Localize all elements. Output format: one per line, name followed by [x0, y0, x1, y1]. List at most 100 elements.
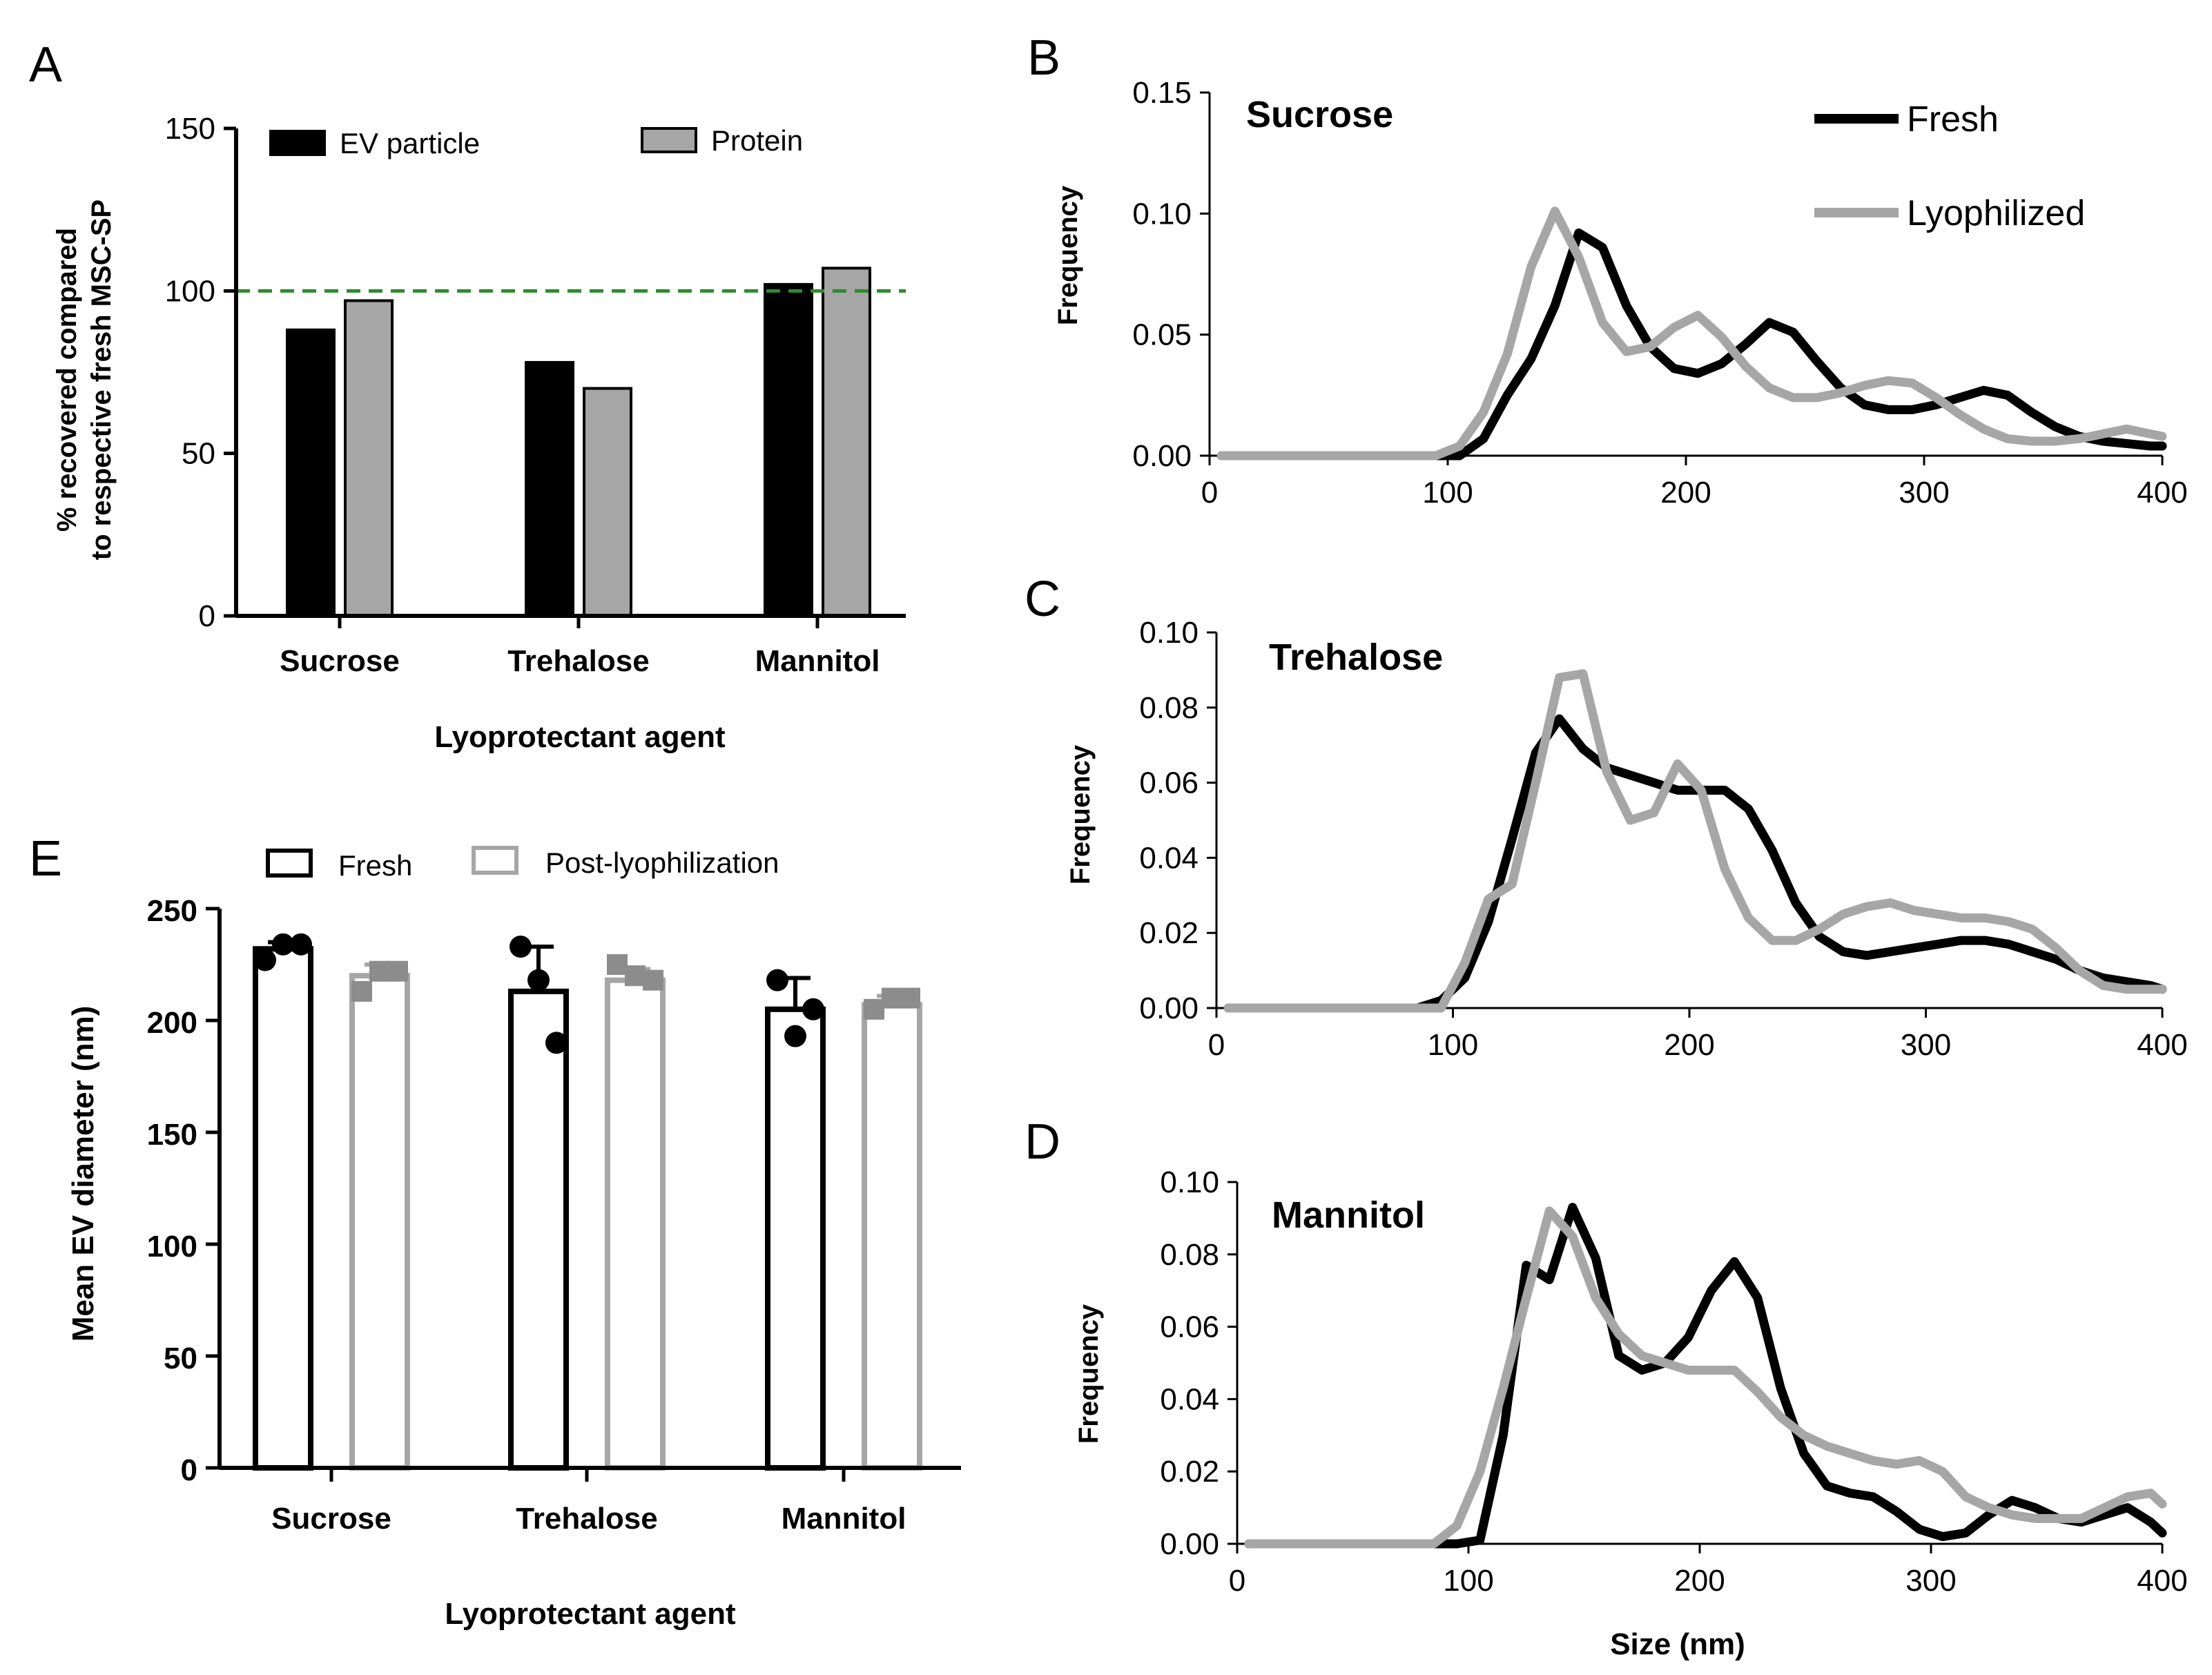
legend-swatch-protein	[641, 127, 697, 153]
x-tick-label: 300	[1905, 1564, 1956, 1598]
bar-post-lyophilization-mannitol	[862, 1002, 922, 1471]
data-point-post-lyophilization-mannitol	[882, 987, 902, 1009]
x-tick-label: 200	[1660, 476, 1711, 510]
bar-protein-mannitol	[822, 267, 871, 617]
y-tick-label: 150	[147, 1118, 197, 1152]
panel-letter-c: C	[1025, 572, 1060, 627]
y-tick-label: 0.08	[1139, 691, 1199, 725]
data-point-fresh-trehalose	[527, 969, 550, 991]
data-point-fresh-mannitol	[766, 969, 788, 991]
x-tick-label: Sucrose	[280, 644, 400, 678]
x-tick-label: 0	[1208, 1028, 1225, 1062]
plot-area-e: 0 50 100 150 200 250 Sucrose Trehalose Mannitol	[147, 894, 961, 1536]
x-tick-label: 100	[1422, 476, 1473, 510]
y-tick-label: 100	[147, 1230, 197, 1263]
x-tick-label: Trehalose	[516, 1502, 657, 1536]
series-line-lyophilized	[1216, 206, 2167, 461]
bar-ev-particle-mannitol	[764, 282, 813, 617]
data-point-post-lyophilization-mannitol	[864, 998, 884, 1020]
y-tick-label: 0.04	[1139, 841, 1199, 875]
data-point-post-lyophilization-sucrose	[351, 980, 372, 1002]
panel-title-d: Mannitol	[1272, 1194, 1425, 1236]
bar-post-lyophilization-trehalose	[605, 977, 666, 1471]
y-tick-label: 50	[182, 437, 215, 471]
y-tick-label: 0.02	[1139, 916, 1199, 950]
x-axis-label-e: Lyoprotectant agent	[445, 1597, 736, 1631]
y-tick-label: 250	[147, 894, 197, 928]
plot-area-a: 0 50 100 150 Sucrose Trehalose Mannitol	[165, 112, 906, 678]
plot-area-c: 0 100 200 300 400 0.00 0.02 0.04 0.06 0.08 0.10	[1139, 616, 2187, 1062]
x-tick-label: 0	[1229, 1564, 1245, 1598]
x-tick-label: 400	[2137, 476, 2187, 510]
y-tick-label: 0.04	[1160, 1382, 1219, 1416]
legend-label-fresh-e: Fresh	[338, 849, 412, 882]
x-tick-label: Trehalose	[507, 644, 649, 678]
x-axis-label-a: Lyoprotectant agent	[434, 720, 726, 754]
y-axis-label-c: Frequency	[1065, 744, 1096, 884]
series-line-fresh	[1223, 714, 2167, 1013]
legend-b: Fresh Lyophilized	[1814, 99, 2085, 233]
y-axis-label-a-line2: to respective fresh MSC-SP	[86, 200, 117, 560]
panel-title-b: Sucrose	[1246, 94, 1393, 135]
x-tick-label: 400	[2137, 1564, 2187, 1598]
bar-protein-sucrose	[344, 299, 394, 617]
panel-title-c: Trehalose	[1269, 637, 1443, 678]
y-tick-label: 0.10	[1132, 197, 1192, 231]
x-tick-label: 200	[1664, 1028, 1714, 1062]
y-tick-label: 0.08	[1160, 1238, 1219, 1272]
y-tick-label: 0.05	[1132, 318, 1192, 352]
bar-ev-particle-sucrose	[286, 328, 336, 617]
data-point-fresh-trehalose	[545, 1032, 567, 1054]
legend-swatch-fresh-e	[266, 849, 313, 878]
y-tick-label: 0.00	[1132, 439, 1192, 473]
series-line-fresh	[1244, 1203, 2167, 1549]
bar-post-lyophilization-sucrose	[349, 973, 410, 1471]
data-point-post-lyophilization-trehalose	[607, 954, 628, 975]
y-tick-label: 0.10	[1139, 616, 1199, 650]
legend-swatch-post-lyophilization	[472, 846, 518, 875]
bar-fresh-trehalose	[508, 988, 569, 1471]
x-tick-label: Sucrose	[271, 1502, 391, 1536]
bar-protein-trehalose	[583, 387, 632, 617]
data-point-post-lyophilization-trehalose	[643, 969, 663, 991]
x-tick-label: 300	[1901, 1028, 1951, 1062]
panel-letter-a: A	[29, 37, 62, 93]
series-line-lyophilized	[1223, 669, 2167, 1013]
bar-fresh-sucrose	[253, 946, 313, 1471]
data-point-post-lyophilization-trehalose	[625, 965, 646, 987]
panel-b: B Frequency 0 100 200 300 400 0.00 0.05 0.10 0.1…	[1027, 30, 2188, 510]
plot-area-d: 0 100 200 300 400 0.00 0.02 0.04 0.06 0.08 0.10	[1160, 1165, 2187, 1598]
x-tick-label: 300	[1899, 476, 1949, 510]
data-point-fresh-trehalose	[510, 936, 532, 958]
bar-fresh-mannitol	[765, 1006, 826, 1471]
legend-label-protein: Protein	[711, 124, 803, 157]
x-axis-label-d: Size (nm)	[1610, 1627, 1745, 1661]
panel-c: C Frequency 0 100 200 300 400 0.00 0.02 0.04 0.0…	[1025, 572, 2188, 1062]
plot-area-b: 0 100 200 300 400 0.00 0.05 0.10 0.15	[1132, 76, 2187, 510]
y-tick-label: 0.06	[1139, 766, 1199, 800]
legend-e: Fresh Post-lyophilization	[266, 846, 779, 882]
legend-a: EV particle Protein	[269, 124, 803, 159]
x-tick-label: Mannitol	[755, 644, 880, 678]
x-tick-label: 400	[2137, 1028, 2187, 1062]
data-point-fresh-mannitol	[784, 1025, 806, 1047]
data-point-post-lyophilization-sucrose	[387, 960, 408, 982]
panel-e: E Mean EV diameter (nm) 0 50 100 150 200 250 S…	[29, 831, 961, 1631]
data-point-fresh-sucrose	[254, 949, 276, 971]
series-line-lyophilized	[1244, 1206, 2167, 1549]
y-axis-label-a-line1: % recovered compared	[52, 228, 82, 532]
bar-ev-particle-trehalose	[525, 360, 574, 617]
y-tick-label: 100	[165, 274, 215, 308]
y-axis-label-d: Frequency	[1074, 1304, 1104, 1444]
legend-swatch-ev-particle	[269, 130, 326, 156]
y-tick-label: 0.15	[1132, 76, 1192, 110]
data-point-fresh-sucrose	[272, 933, 294, 956]
legend-label-lyophilized: Lyophilized	[1907, 193, 2085, 233]
y-tick-label: 0.00	[1160, 1527, 1219, 1561]
y-tick-label: 0.02	[1160, 1455, 1219, 1489]
legend-label-post-lyophilization: Post-lyophilization	[545, 846, 779, 879]
panel-letter-e: E	[29, 831, 62, 887]
y-tick-label: 150	[165, 112, 215, 146]
x-tick-label: Mannitol	[782, 1502, 906, 1536]
